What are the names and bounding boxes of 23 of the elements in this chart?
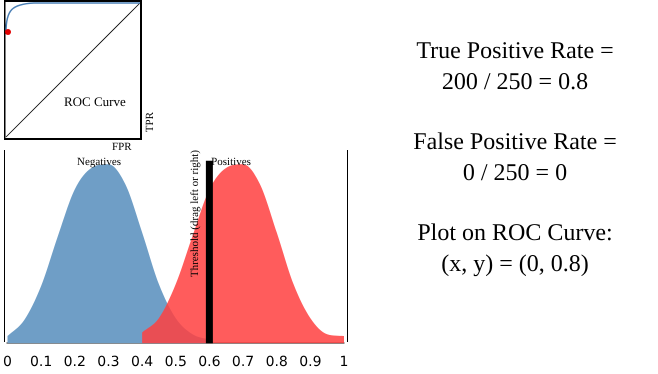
x-tick-label: 0.9	[299, 354, 322, 370]
x-tick-label: 0.6	[198, 354, 221, 370]
x-tick-label: 0	[2, 354, 12, 370]
text: TPR	[144, 112, 156, 132]
text: Plot on ROC Curve:	[416, 219, 614, 248]
text: 200 / 250 = 0.8	[440, 68, 590, 97]
x-tick-label: 0.2	[64, 354, 86, 370]
x-tick-label: 1	[340, 354, 348, 370]
text: 0 / 250 = 0	[462, 159, 568, 188]
text: ROC Curve	[64, 94, 126, 110]
series-label: Negatives	[76, 156, 122, 168]
ref-line-label: Threshold (drag left or right)	[189, 150, 201, 278]
text: (x, y) = (0, 0.8)	[440, 250, 590, 279]
x-tick-label: 0.4	[130, 354, 154, 370]
x-tick-label: 0.7	[232, 354, 254, 370]
text: FPR	[112, 141, 132, 153]
series-label: Positives	[211, 156, 251, 168]
text: True Positive Rate =	[415, 37, 615, 66]
x-tick-label: 0.5	[164, 354, 187, 370]
x-tick-label: 0.3	[97, 354, 120, 370]
x-tick-label: 0.1	[30, 354, 52, 370]
x-tick-label: 0.8	[266, 354, 288, 370]
text: False Positive Rate =	[412, 128, 618, 157]
